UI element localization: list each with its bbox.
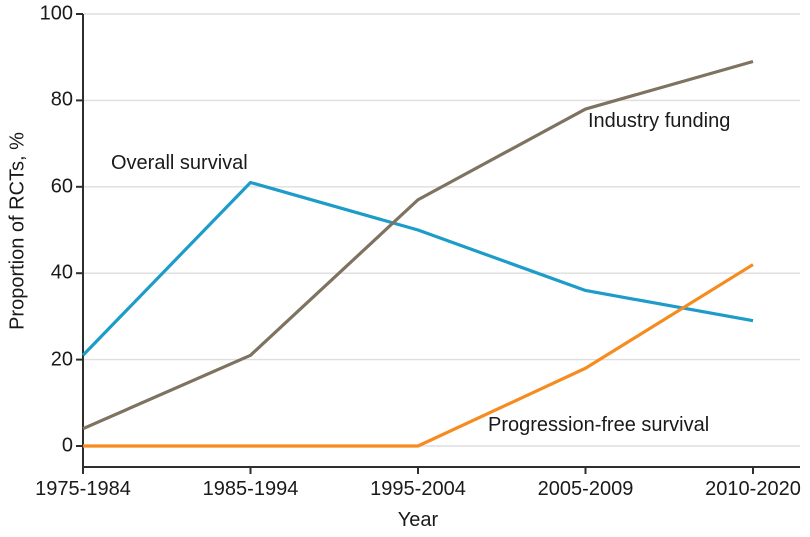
y-tick-label-40: 40: [50, 261, 73, 284]
x-axis-title: Year: [397, 509, 439, 531]
series-label-progression-free-survival: Progression-free survival: [488, 414, 710, 436]
x-tick-label-0: 1975-1984: [35, 478, 131, 500]
series-line-industry-funding: [82, 59, 754, 431]
series-label-industry-funding: Industry funding: [588, 110, 731, 132]
x-tick-label-4: 2010-2020: [705, 478, 801, 500]
series-line-overall-survival: [81, 180, 754, 357]
x-tick-label-2: 1995-2004: [370, 478, 466, 500]
y-tick-label-20: 20: [50, 348, 73, 371]
y-tick-label-100: 100: [39, 2, 73, 25]
x-tick-label-1: 1985-1994: [202, 478, 299, 500]
series-line-progression-free-survival: [83, 263, 754, 448]
y-tick-label-80: 80: [50, 88, 73, 111]
y-tick-label-0: 0: [61, 434, 73, 457]
series-label-overall-survival: Overall survival: [111, 152, 248, 174]
y-axis-title: Proportion of RCTs, %: [6, 132, 29, 330]
y-tick-label-60: 60: [50, 175, 73, 198]
x-tick-label-3: 2005-2009: [537, 478, 634, 500]
